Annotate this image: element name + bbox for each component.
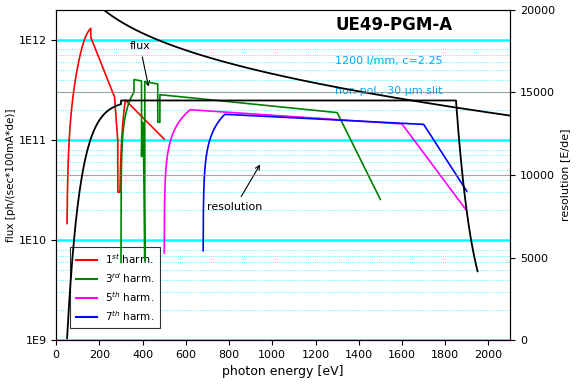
X-axis label: photon energy [eV]: photon energy [eV]	[222, 366, 344, 379]
Text: hor. pol., 30 μm slit: hor. pol., 30 μm slit	[335, 86, 443, 96]
Legend: 1$^{st}$ harm., 3$^{rd}$ harm., 5$^{th}$ harm., 7$^{th}$ harm.: 1$^{st}$ harm., 3$^{rd}$ harm., 5$^{th}$…	[70, 247, 160, 328]
Y-axis label: resolution [E/de]: resolution [E/de]	[560, 129, 570, 221]
Y-axis label: flux [ph/(sec*100mA*de)]: flux [ph/(sec*100mA*de)]	[6, 108, 16, 242]
Text: UE49-PGM-A: UE49-PGM-A	[335, 16, 452, 34]
Text: resolution: resolution	[207, 166, 263, 212]
Text: 1200 l/mm, c=2.25: 1200 l/mm, c=2.25	[335, 56, 443, 66]
Text: flux: flux	[130, 41, 150, 85]
